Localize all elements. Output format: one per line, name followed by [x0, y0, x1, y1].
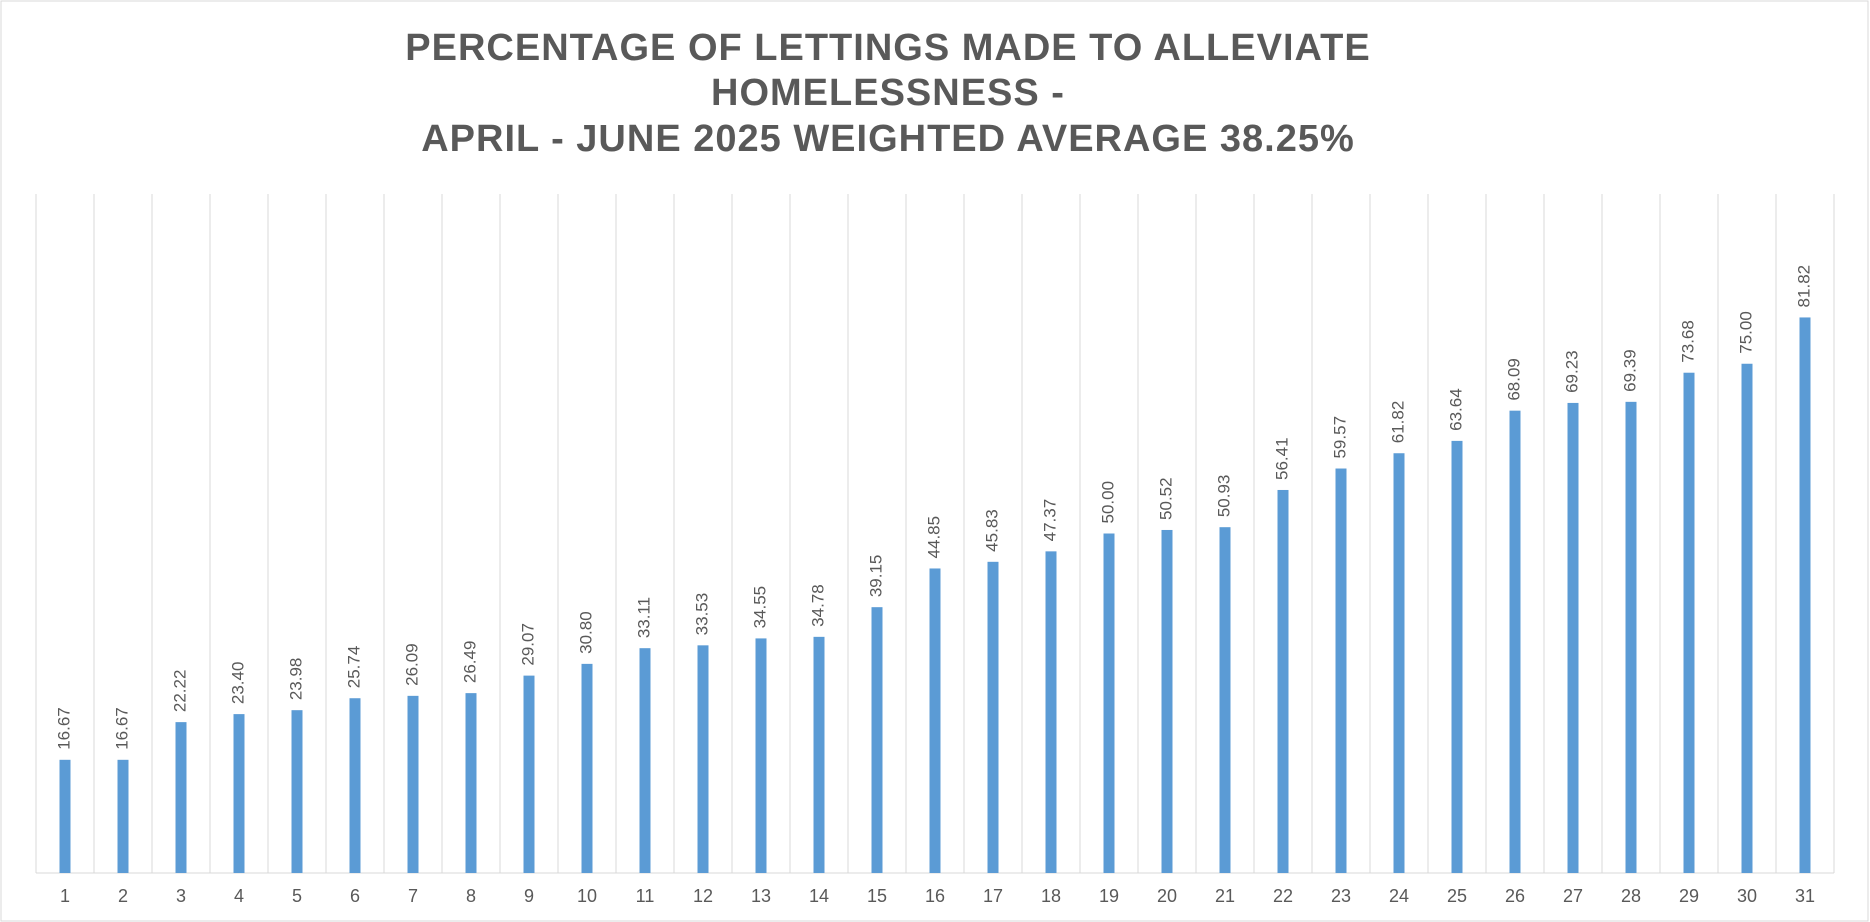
x-tick-label: 19 — [1099, 886, 1119, 906]
x-tick-label: 13 — [751, 886, 771, 906]
data-label: 81.82 — [1794, 265, 1813, 308]
x-tick-label: 26 — [1505, 886, 1525, 906]
bar — [639, 648, 651, 873]
bar — [465, 693, 477, 873]
bar — [929, 568, 941, 873]
x-tick-label: 15 — [867, 886, 887, 906]
data-label: 69.39 — [1620, 349, 1639, 392]
bar — [697, 645, 709, 873]
data-label: 61.82 — [1388, 401, 1407, 444]
bar — [175, 722, 187, 873]
bar — [755, 638, 767, 873]
x-tick-label: 23 — [1331, 886, 1351, 906]
bar — [1509, 410, 1521, 873]
x-tick-label: 21 — [1215, 886, 1235, 906]
x-tick-label: 8 — [466, 886, 476, 906]
data-label: 63.64 — [1446, 388, 1465, 431]
bar — [1335, 468, 1347, 873]
data-label: 23.98 — [286, 658, 305, 701]
bar — [1625, 401, 1637, 873]
bar — [117, 759, 129, 873]
bar — [871, 607, 883, 873]
x-tick-label: 24 — [1389, 886, 1409, 906]
bar — [291, 710, 303, 873]
x-tick-label: 31 — [1795, 886, 1815, 906]
data-label: 56.41 — [1272, 437, 1291, 480]
x-tick-label: 28 — [1621, 886, 1641, 906]
bar — [349, 698, 361, 873]
data-label: 50.52 — [1156, 477, 1175, 520]
x-tick-label: 5 — [292, 886, 302, 906]
data-label: 45.83 — [982, 509, 1001, 552]
bar — [1103, 533, 1115, 873]
bar — [1567, 402, 1579, 873]
x-tick-label: 1 — [60, 886, 70, 906]
data-label: 50.00 — [1098, 481, 1117, 524]
data-label: 73.68 — [1678, 320, 1697, 363]
data-label: 26.09 — [402, 643, 421, 686]
data-label: 30.80 — [576, 611, 595, 654]
data-label: 33.11 — [634, 597, 653, 638]
bar — [987, 561, 999, 873]
data-label: 34.78 — [808, 584, 827, 627]
x-tick-label: 3 — [176, 886, 186, 906]
x-tick-label: 11 — [636, 886, 655, 906]
bar — [813, 636, 825, 873]
data-label: 16.67 — [112, 707, 131, 750]
data-label: 25.74 — [344, 646, 363, 689]
bar — [523, 675, 535, 873]
data-label: 16.67 — [54, 707, 73, 750]
x-tick-label: 14 — [809, 886, 829, 906]
x-tick-label: 29 — [1679, 886, 1699, 906]
x-tick-label: 20 — [1157, 886, 1177, 906]
data-label: 75.00 — [1736, 311, 1755, 354]
data-label: 69.23 — [1562, 350, 1581, 393]
x-tick-label: 27 — [1563, 886, 1583, 906]
x-tick-label: 6 — [350, 886, 360, 906]
data-label: 33.53 — [692, 593, 711, 636]
data-label: 23.40 — [228, 662, 247, 705]
bar — [233, 714, 245, 873]
x-tick-label: 7 — [408, 886, 418, 906]
data-label: 47.37 — [1040, 499, 1059, 542]
bar — [407, 695, 419, 873]
bar — [1161, 529, 1173, 873]
x-tick-label: 16 — [925, 886, 945, 906]
bar — [1451, 440, 1463, 873]
x-tick-label: 30 — [1737, 886, 1757, 906]
bar — [1277, 489, 1289, 873]
x-tick-label: 2 — [118, 886, 128, 906]
data-label: 50.93 — [1214, 475, 1233, 518]
data-label: 29.07 — [518, 623, 537, 666]
data-label: 26.49 — [460, 641, 479, 684]
bar — [1045, 551, 1057, 873]
x-tick-label: 22 — [1273, 886, 1293, 906]
x-tick-label: 17 — [983, 886, 1003, 906]
chart-title: HOMELESSNESS - — [711, 72, 1065, 114]
bar — [1741, 363, 1753, 873]
data-label: 34.55 — [750, 586, 769, 629]
data-label: 59.57 — [1330, 416, 1349, 459]
bar — [1219, 527, 1231, 873]
x-tick-label: 4 — [234, 886, 244, 906]
bar — [1683, 372, 1695, 873]
data-label: 22.22 — [170, 670, 189, 713]
chart-title: APRIL - JUNE 2025 WEIGHTED AVERAGE 38.25… — [421, 118, 1355, 160]
bar — [581, 663, 593, 873]
x-tick-label: 25 — [1447, 886, 1467, 906]
bar — [1393, 453, 1405, 873]
data-label: 44.85 — [924, 516, 943, 559]
x-tick-label: 9 — [524, 886, 534, 906]
bar — [1799, 317, 1811, 873]
x-tick-label: 12 — [693, 886, 713, 906]
bar — [59, 759, 71, 873]
chart-title: PERCENTAGE OF LETTINGS MADE TO ALLEVIATE — [405, 27, 1370, 69]
data-label: 39.15 — [866, 555, 885, 598]
x-tick-label: 10 — [577, 886, 597, 906]
x-tick-label: 18 — [1041, 886, 1061, 906]
data-label: 68.09 — [1504, 358, 1523, 401]
